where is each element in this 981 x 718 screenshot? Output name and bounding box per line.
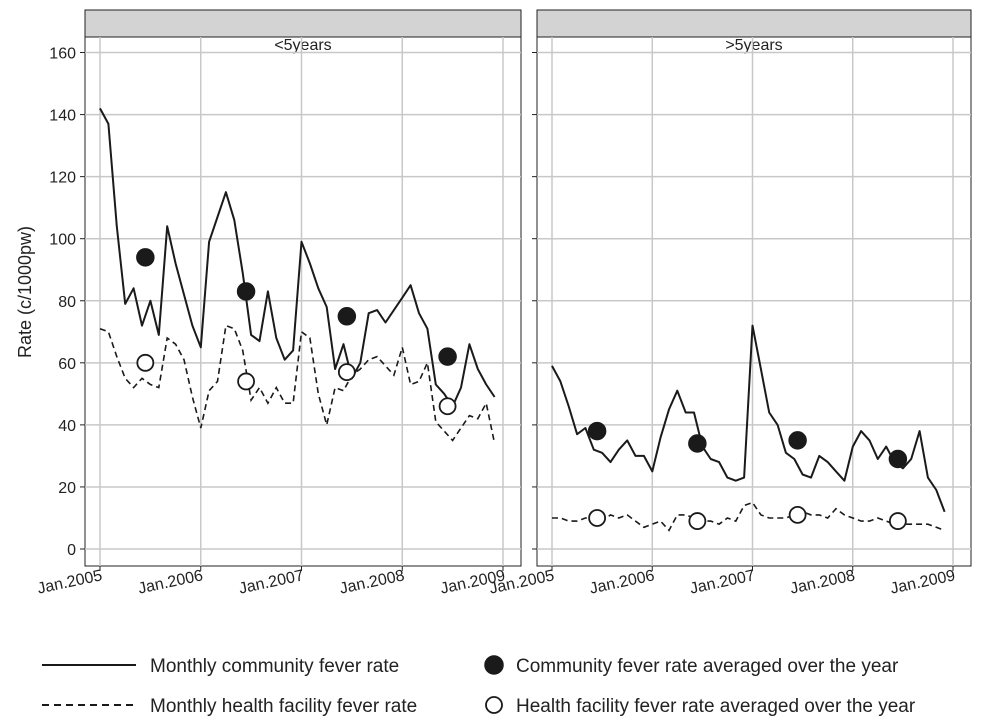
x-tick-label: Jan.2006: [588, 567, 656, 597]
series-monthly-health-line: [552, 501, 945, 532]
legend-monthly-health-label: Monthly health facility fever rate: [150, 696, 417, 717]
series-monthly-health-line: [99, 324, 496, 444]
y-tick-label: 120: [49, 170, 76, 187]
x-tick-label: Jan.2008: [338, 567, 406, 597]
annual-community-point: [788, 431, 807, 450]
legend: Monthly community fever rate Monthly hea…: [42, 655, 916, 717]
series-monthly-community-line: [99, 107, 496, 408]
legend-annual-community-label: Community fever rate averaged over the y…: [516, 656, 899, 677]
y-axis-title: Rate (c/1000pw): [15, 226, 35, 358]
annual-health-point: [337, 363, 356, 382]
x-tick-label: Jan.2008: [789, 567, 857, 597]
annual-community-point: [337, 307, 357, 326]
y-tick-label: 0: [67, 542, 76, 559]
legend-annual-health-label: Health facility fever rate averaged over…: [516, 696, 916, 717]
panels: <5years 0 20 40 60 80 100 120 140 160 Jan.2005 Jan.…: [36, 9, 972, 598]
x-tick-label: Jan.2007: [688, 567, 756, 597]
x-tick-label: Jan.2005: [36, 567, 104, 597]
annual-health-point: [438, 397, 457, 416]
annual-community-point: [688, 434, 707, 453]
y-tick-label: 80: [58, 294, 76, 311]
annual-community-point: [236, 282, 256, 301]
annual-community-point: [888, 449, 908, 469]
panel-strip: [536, 9, 972, 38]
y-tick-label: 40: [58, 418, 76, 435]
annual-community-point: [438, 347, 457, 366]
x-tick-label: Jan.2006: [137, 567, 205, 597]
y-tick-label: 20: [58, 480, 76, 497]
annual-health-point: [588, 509, 607, 527]
annual-health-point: [688, 512, 707, 530]
x-tick-label: Jan.2009: [889, 567, 957, 597]
legend-annual-health-marker: [485, 696, 503, 714]
panel-label: <5years: [274, 37, 331, 54]
x-tick-label: Jan.2007: [237, 567, 305, 597]
panel-strip: [84, 9, 522, 38]
panel-label: >5years: [725, 37, 782, 54]
legend-monthly-community-label: Monthly community fever rate: [150, 656, 399, 677]
series-monthly-community-line: [551, 324, 946, 513]
annual-community-point: [136, 248, 155, 267]
y-tick-label: 60: [58, 356, 76, 373]
panel-1: <5years 0 20 40 60 80 100 120 140 160 Jan.2005 Jan.…: [36, 9, 522, 598]
annual-community-point: [587, 421, 607, 441]
annual-health-point: [888, 512, 907, 530]
annual-health-point: [136, 353, 155, 372]
annual-health-point: [237, 372, 255, 391]
y-tick-label: 100: [49, 232, 76, 249]
annual-health-point: [788, 505, 807, 524]
y-tick-label: 160: [49, 46, 76, 63]
y-tick-label: 140: [49, 108, 76, 125]
legend-annual-community-marker: [484, 655, 504, 675]
